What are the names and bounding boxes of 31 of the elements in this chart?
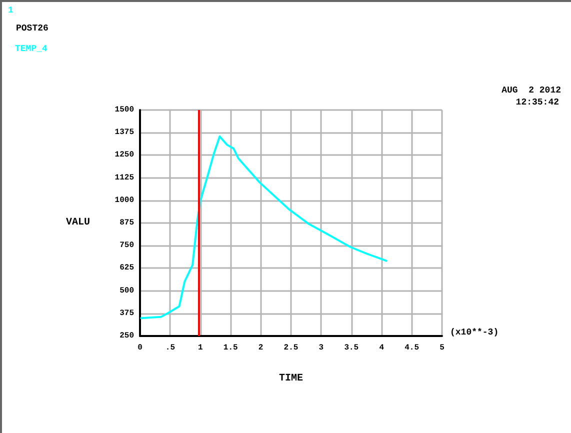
x-tick-label: 3.5 <box>344 344 359 352</box>
x-tick-label: 3 <box>318 344 324 352</box>
x-tick-label: 4.5 <box>404 344 420 352</box>
text: AUG 2 2012 <box>502 86 562 96</box>
x-tick-label: .5 <box>165 344 176 352</box>
x-tick-label: 2.5 <box>284 344 298 352</box>
y-tick-label: 875 <box>120 218 134 228</box>
y-tick-label: 625 <box>120 264 134 273</box>
y-tick-label: 1375 <box>114 128 134 138</box>
x-tick-label: 5 <box>440 344 445 352</box>
y-tick-label: 375 <box>120 308 134 318</box>
text: 1 <box>8 6 14 16</box>
y-tick-label: 250 <box>120 332 134 340</box>
y-tick-label: 750 <box>120 241 134 250</box>
x-tick-label: 0 <box>138 344 143 352</box>
y-axis-title: VALU <box>66 218 90 228</box>
x-tick-label: 1 <box>198 344 203 352</box>
text: TEMP_4 <box>15 44 48 54</box>
line-series <box>140 135 388 320</box>
y-tick-label: 1000 <box>114 196 134 205</box>
y-tick-label: 1125 <box>114 173 134 182</box>
y-tick-label: 500 <box>120 286 134 296</box>
x-tick-label: 2 <box>258 344 264 352</box>
x-axis-title: TIME <box>278 374 304 384</box>
x-tick-label: 4 <box>379 344 384 352</box>
y-tick-label: 1250 <box>114 150 134 160</box>
text: POST26 <box>16 24 48 34</box>
y-tick-label: 1500 <box>114 106 134 114</box>
text: (x10**-3) <box>450 328 499 338</box>
x-tick-label: 1.5 <box>223 344 238 352</box>
text: 12:35:42 <box>516 98 560 108</box>
